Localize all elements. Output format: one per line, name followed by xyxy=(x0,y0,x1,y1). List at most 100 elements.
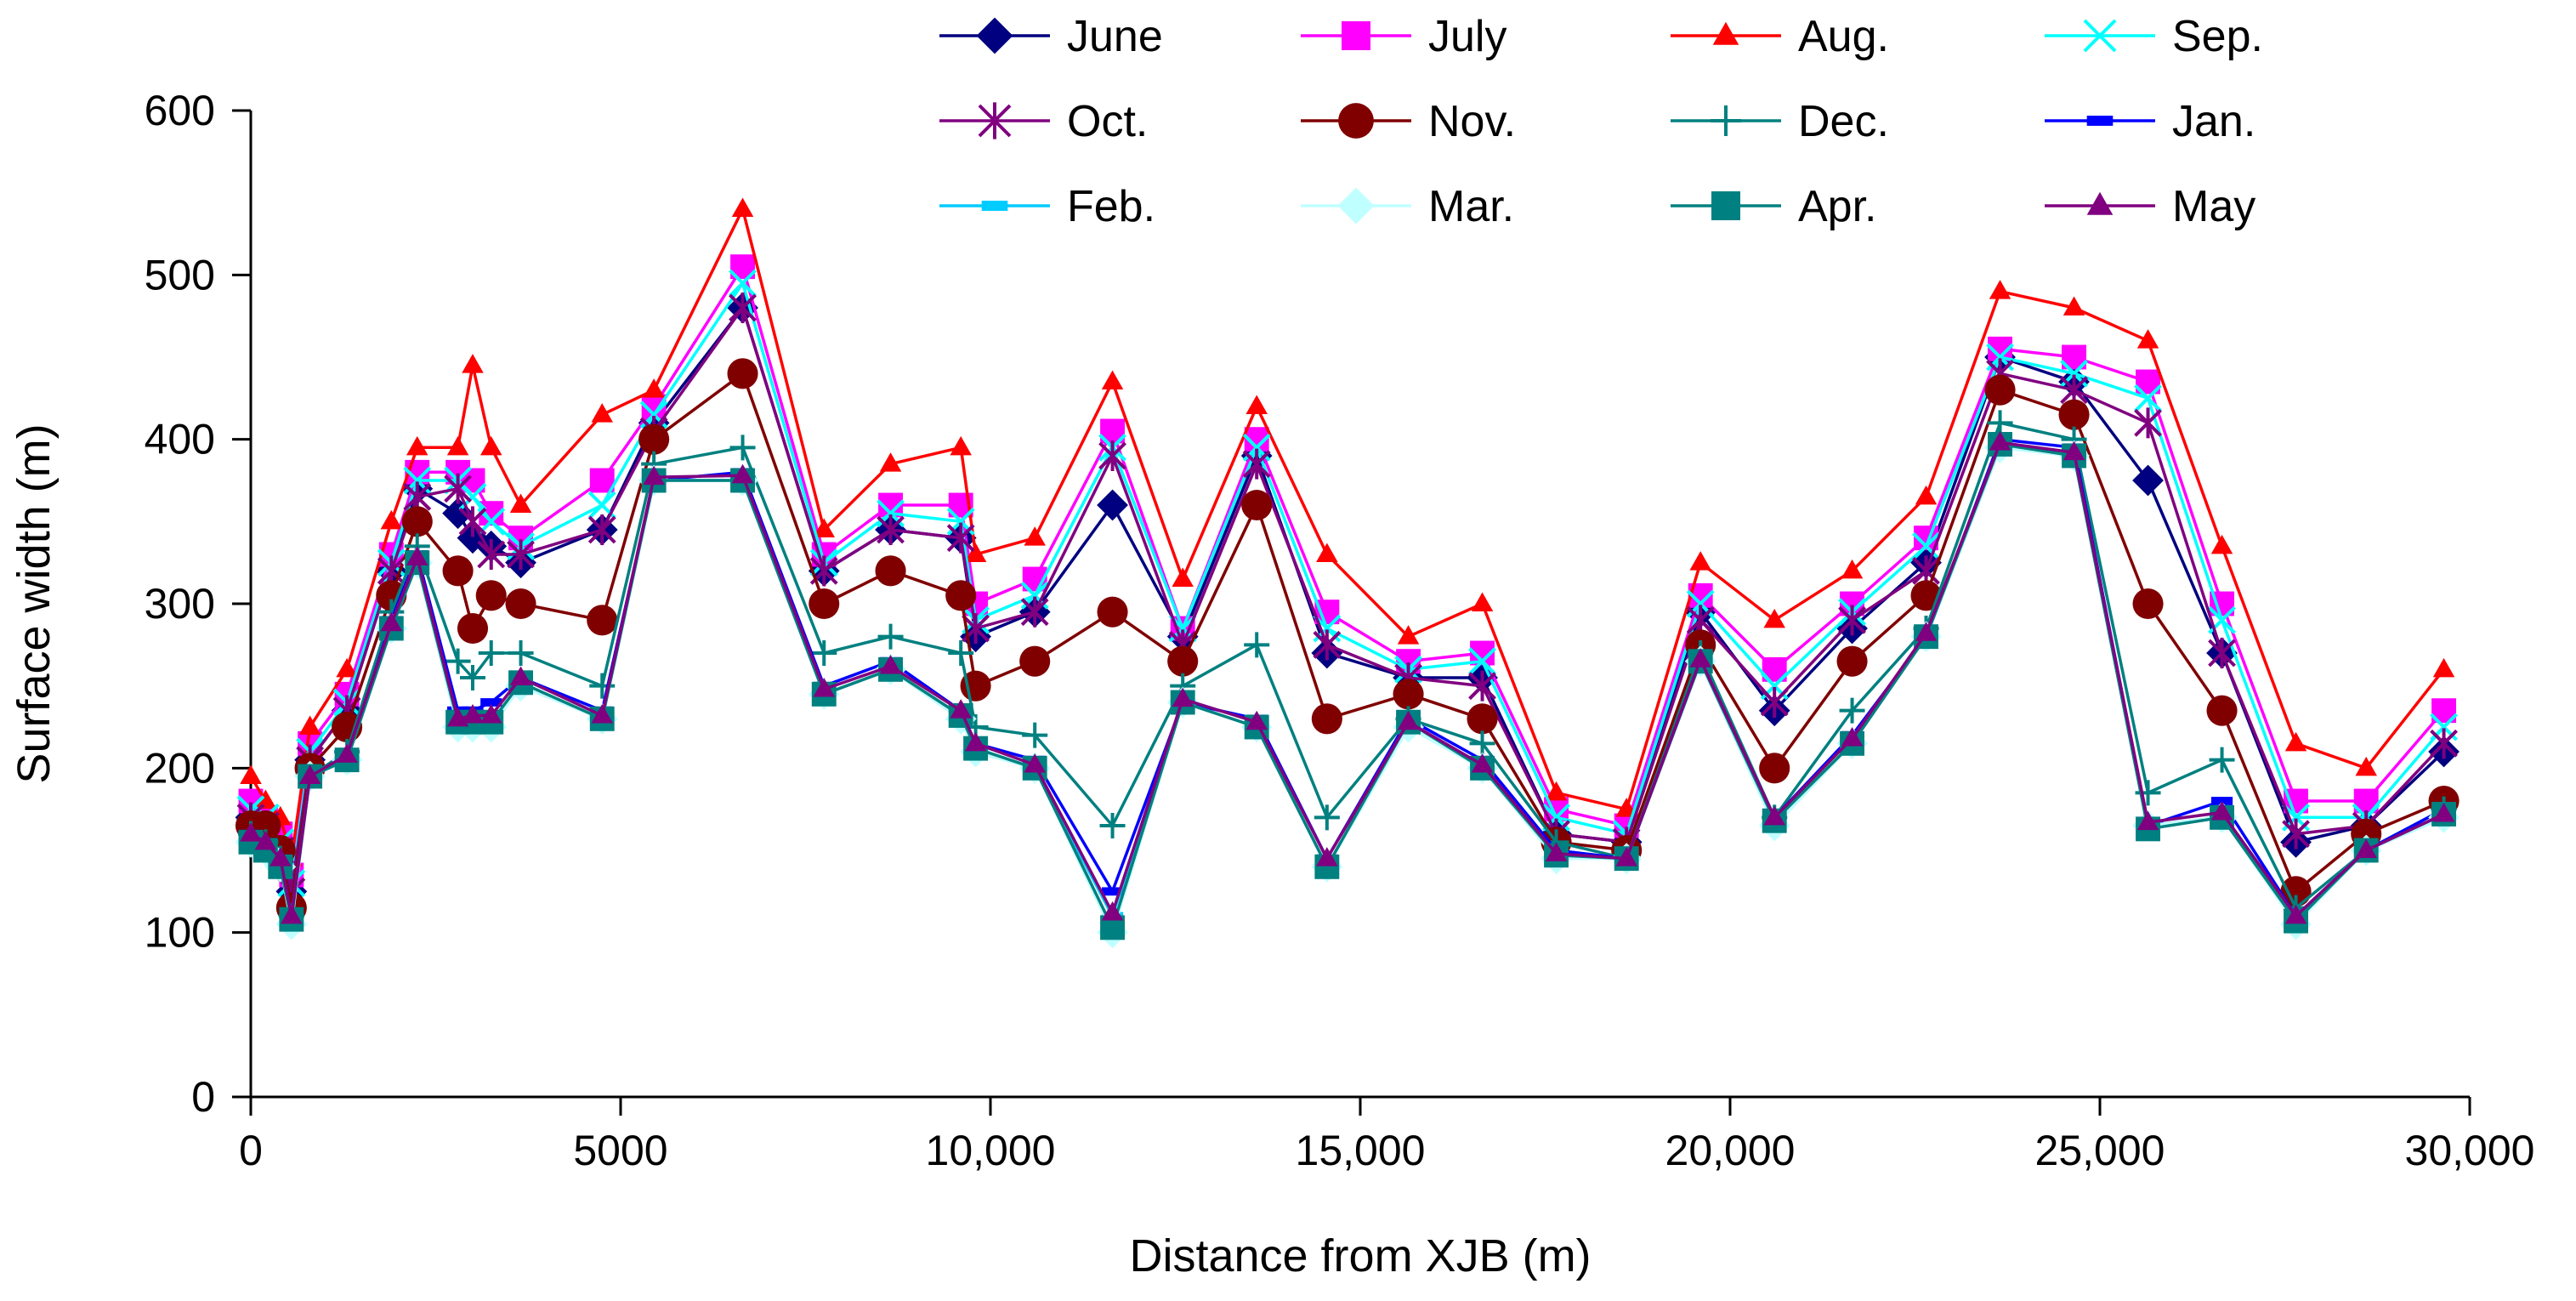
data-point xyxy=(1469,730,1495,757)
data-point xyxy=(1397,625,1420,645)
data-point xyxy=(462,354,484,373)
data-point xyxy=(948,640,974,666)
series-dec xyxy=(238,410,2457,929)
data-point xyxy=(460,665,485,690)
data-point xyxy=(1763,805,1785,826)
data-point xyxy=(1912,531,1940,560)
data-point xyxy=(1689,648,1711,668)
data-point xyxy=(507,539,535,570)
data-point xyxy=(2282,818,2310,849)
data-point xyxy=(1711,105,1741,136)
legend-label: Feb. xyxy=(1067,182,1155,231)
data-point xyxy=(875,555,906,587)
data-point xyxy=(480,703,502,724)
data-point xyxy=(240,764,262,784)
data-point xyxy=(1316,847,1338,866)
data-point xyxy=(444,473,473,504)
data-point xyxy=(240,822,262,842)
data-point xyxy=(509,666,532,685)
data-point xyxy=(1989,431,2011,451)
legend-label: Jan. xyxy=(2172,97,2255,146)
data-point xyxy=(1022,722,1048,748)
series-line-aug xyxy=(249,207,2445,861)
data-point xyxy=(254,789,277,809)
data-point xyxy=(336,657,358,678)
data-point xyxy=(380,509,403,530)
legend-label: Aug. xyxy=(1798,12,1889,61)
data-point xyxy=(406,435,428,456)
data-point xyxy=(1467,703,1498,735)
x-tick-label: 5000 xyxy=(573,1127,667,1174)
data-point xyxy=(1101,370,1124,389)
data-point xyxy=(813,678,835,697)
y-tick-label: 600 xyxy=(145,87,215,134)
data-point xyxy=(1763,608,1785,628)
data-point xyxy=(1242,448,1271,480)
data-point xyxy=(1097,596,1128,628)
data-point xyxy=(2355,838,2377,858)
legend-label: July xyxy=(1428,12,1506,61)
data-point xyxy=(976,17,1013,54)
data-point xyxy=(731,463,754,484)
data-point xyxy=(1841,559,1864,579)
data-point xyxy=(1545,842,1568,861)
data-point xyxy=(457,612,489,645)
data-point xyxy=(1172,567,1194,587)
data-point xyxy=(1020,596,1049,628)
data-point xyxy=(2136,810,2159,831)
data-point xyxy=(1245,395,1268,414)
data-point xyxy=(380,611,403,632)
legend-item-sep: Sep. xyxy=(2045,12,2263,61)
x-tick-label: 25,000 xyxy=(2035,1127,2165,1174)
legend-item-june: June xyxy=(939,12,1163,61)
data-point xyxy=(478,640,504,666)
series-may xyxy=(240,431,2455,924)
data-point xyxy=(2208,638,2236,668)
data-point xyxy=(2209,747,2235,773)
data-point xyxy=(1759,753,1790,784)
data-point xyxy=(2432,802,2455,822)
data-point xyxy=(480,698,502,707)
data-point xyxy=(1839,697,1865,724)
legend-item-aug: Aug. xyxy=(1671,12,1889,61)
data-point xyxy=(1337,187,1375,224)
data-point xyxy=(1615,798,1637,817)
legend-label: June xyxy=(1067,12,1163,61)
legend-label: Mar. xyxy=(1428,182,1514,231)
data-point xyxy=(477,539,506,570)
data-point xyxy=(2132,464,2164,497)
data-point xyxy=(729,293,757,323)
data-point xyxy=(2210,797,2233,805)
data-point xyxy=(879,452,902,472)
data-point xyxy=(458,506,487,537)
data-point xyxy=(1712,21,1739,45)
data-point xyxy=(270,847,292,866)
series-aug xyxy=(240,197,2455,866)
legend-item-mar: Mar. xyxy=(1301,182,1514,231)
legend-item-dec: Dec. xyxy=(1671,97,1889,146)
series-oct xyxy=(236,293,2458,907)
data-point xyxy=(1311,703,1342,735)
data-point xyxy=(298,715,321,735)
data-point xyxy=(978,102,1012,139)
legend: June July Aug. Sep. Oct. Nov. Dec. Jan. Feb. Mar.… xyxy=(939,12,2263,231)
data-point xyxy=(945,580,977,611)
legend-label: Oct. xyxy=(1067,97,1148,146)
data-point xyxy=(1167,645,1199,677)
x-tick-label: 0 xyxy=(239,1127,263,1174)
x-tick-label: 30,000 xyxy=(2405,1127,2535,1174)
data-point xyxy=(1314,804,1340,831)
data-point xyxy=(729,269,757,298)
legend-label: Nov. xyxy=(1428,97,1516,146)
data-point xyxy=(2134,407,2162,439)
data-point xyxy=(406,546,428,565)
data-point xyxy=(731,197,754,217)
legend-label: May xyxy=(2172,182,2255,231)
series-line-july xyxy=(249,264,2445,877)
data-point xyxy=(475,580,507,611)
data-point xyxy=(1689,551,1711,571)
data-point xyxy=(505,588,536,620)
y-tick-label: 200 xyxy=(145,744,215,792)
legend-item-feb: Feb. xyxy=(939,182,1155,231)
